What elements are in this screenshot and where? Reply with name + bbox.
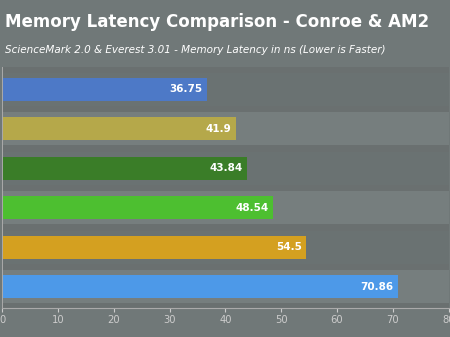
Text: 36.75: 36.75 xyxy=(170,84,203,94)
Bar xyxy=(2,78,207,100)
Bar xyxy=(2,275,398,298)
Bar xyxy=(2,72,449,106)
Bar xyxy=(2,117,236,140)
Bar xyxy=(2,270,449,303)
Bar xyxy=(2,112,449,145)
Text: 70.86: 70.86 xyxy=(360,282,393,292)
Bar xyxy=(2,191,449,224)
Bar xyxy=(2,196,273,219)
Text: 43.84: 43.84 xyxy=(209,163,243,173)
Text: 54.5: 54.5 xyxy=(276,242,302,252)
Text: ScienceMark 2.0 & Everest 3.01 - Memory Latency in ns (Lower is Faster): ScienceMark 2.0 & Everest 3.01 - Memory … xyxy=(5,45,386,55)
Bar xyxy=(2,157,247,180)
Bar xyxy=(2,231,449,264)
Text: 48.54: 48.54 xyxy=(235,203,269,213)
Text: Memory Latency Comparison - Conroe & AM2: Memory Latency Comparison - Conroe & AM2 xyxy=(5,13,429,31)
Text: 41.9: 41.9 xyxy=(206,124,232,134)
Bar xyxy=(2,152,449,185)
Bar xyxy=(2,236,306,258)
